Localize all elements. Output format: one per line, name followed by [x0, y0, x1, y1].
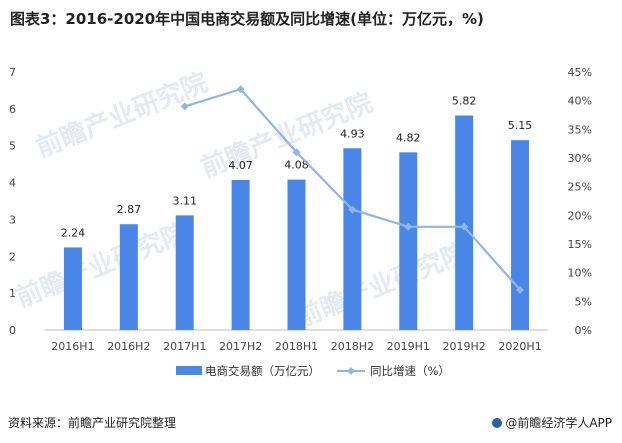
- bar-data-label: 4.08: [284, 159, 309, 172]
- bar: [63, 247, 82, 330]
- bar-data-label: 2.87: [117, 203, 142, 216]
- legend-bar-swatch: [176, 366, 202, 375]
- bar: [287, 179, 306, 330]
- y-right-tick-label: 45%: [568, 66, 592, 79]
- bar-data-label: 3.11: [172, 194, 197, 207]
- bar-data-label: 2.24: [61, 226, 86, 239]
- source-note: 资料来源：前瞻产业研究院整理: [8, 416, 177, 430]
- growth-point: [180, 102, 189, 111]
- y-right-tick-label: 0%: [575, 324, 592, 337]
- x-tick-label: 2016H1: [51, 340, 94, 353]
- bar: [343, 148, 362, 330]
- bar: [175, 215, 194, 330]
- page-title: 图表3：2016-2020年中国电商交易额及同比增速(单位：万亿元，%): [10, 10, 484, 28]
- legend-line-label: 同比增速（%）: [370, 364, 450, 378]
- y-right-tick-label: 5%: [575, 295, 592, 308]
- brand-credit: @前瞻经济学人APP: [492, 414, 612, 431]
- bar-data-label: 4.82: [396, 131, 421, 144]
- bar-data-label: 4.93: [340, 127, 365, 140]
- bar: [119, 224, 138, 330]
- bar: [511, 140, 530, 330]
- x-tick-label: 2018H1: [275, 340, 318, 353]
- y-right-tick-label: 25%: [568, 181, 592, 194]
- legend-bar-label: 电商交易额（万亿元）: [205, 364, 320, 378]
- growth-point: [292, 148, 301, 157]
- y-right-tick-label: 10%: [568, 267, 592, 280]
- brand-text: @前瞻经济学人APP: [505, 416, 612, 430]
- bar: [399, 152, 418, 330]
- bar: [231, 179, 250, 330]
- y-left-tick-label: 1: [9, 287, 16, 300]
- y-left-tick-label: 0: [9, 324, 16, 337]
- y-right-tick-label: 20%: [568, 209, 592, 222]
- x-tick-label: 2020H1: [498, 340, 541, 353]
- x-tick-label: 2016H2: [107, 340, 150, 353]
- y-left-tick-label: 5: [9, 140, 16, 153]
- x-tick-label: 2017H1: [163, 340, 206, 353]
- y-left-tick-label: 2: [9, 250, 16, 263]
- legend-line-marker: [347, 367, 355, 375]
- bar: [455, 115, 474, 331]
- bar-data-label: 4.07: [228, 159, 253, 172]
- x-tick-label: 2018H2: [331, 340, 374, 353]
- growth-point: [516, 285, 525, 294]
- brand-logo-icon: [492, 418, 503, 428]
- bar-data-label: 5.82: [452, 94, 477, 107]
- growth-point: [460, 222, 469, 231]
- y-left-tick-label: 3: [9, 213, 16, 226]
- y-right-tick-label: 30%: [568, 152, 592, 165]
- growth-point: [236, 85, 245, 94]
- bar-data-label: 5.15: [508, 119, 533, 132]
- y-left-tick-label: 4: [9, 177, 16, 190]
- y-left-tick-label: 7: [9, 66, 16, 79]
- y-left-tick-label: 6: [9, 103, 16, 116]
- growth-point: [348, 205, 357, 214]
- y-right-tick-label: 40%: [568, 95, 592, 108]
- x-tick-label: 2017H2: [219, 340, 262, 353]
- x-tick-label: 2019H1: [387, 340, 430, 353]
- x-tick-label: 2019H2: [443, 340, 486, 353]
- y-right-tick-label: 15%: [568, 238, 592, 251]
- growth-point: [404, 222, 413, 231]
- y-right-tick-label: 35%: [568, 123, 592, 136]
